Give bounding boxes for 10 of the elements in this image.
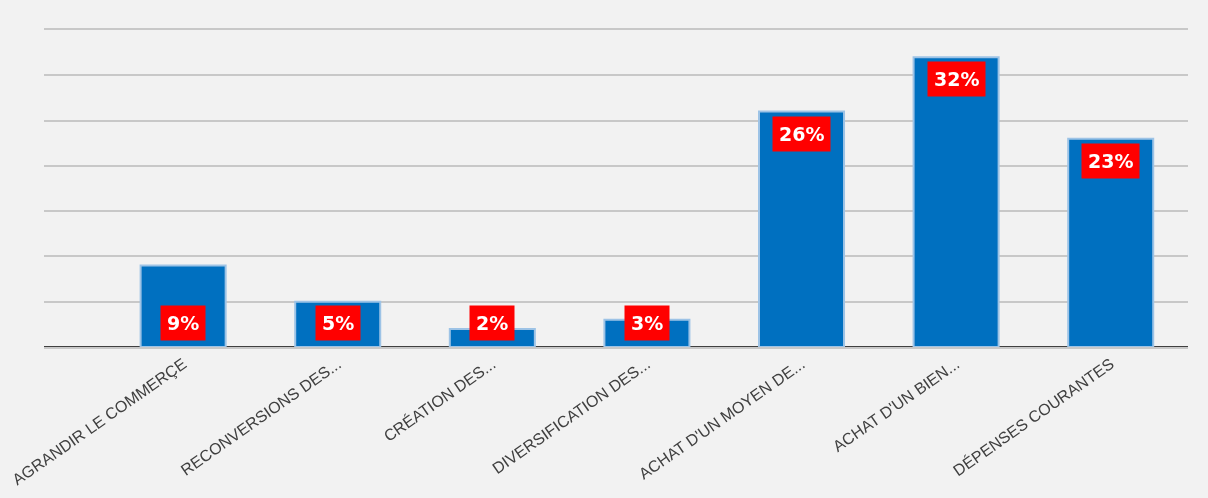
data-label: 23%	[1088, 150, 1134, 172]
data-label: 32%	[934, 68, 980, 90]
bar	[912, 56, 1000, 347]
data-label: 2%	[476, 312, 509, 334]
data-label: 26%	[779, 123, 825, 145]
data-label: 3%	[631, 312, 664, 334]
data-label: 9%	[167, 312, 200, 334]
data-label: 5%	[322, 312, 355, 334]
bar	[1067, 137, 1155, 347]
bar	[758, 110, 846, 347]
